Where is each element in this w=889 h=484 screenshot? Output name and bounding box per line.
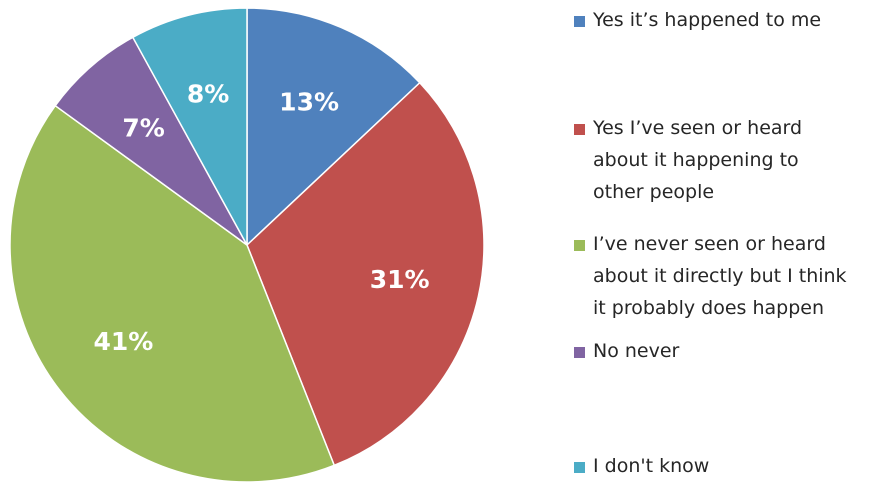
data-label-1: 13% <box>279 87 339 116</box>
pie-slice-5 <box>132 7 248 246</box>
pie-slice-2 <box>246 82 485 467</box>
pie-data-labels: 13% 31% 41% 7% 8% <box>93 80 429 356</box>
data-label-3: 41% <box>93 327 153 356</box>
data-label-2: 31% <box>370 265 430 294</box>
data-label-5: 8% <box>187 80 229 109</box>
pie-slice-3 <box>9 104 335 483</box>
data-label-4: 7% <box>122 114 164 143</box>
pie-slice-4 <box>54 36 248 246</box>
pie-slice-1 <box>246 7 421 246</box>
pie-slices <box>9 7 485 483</box>
